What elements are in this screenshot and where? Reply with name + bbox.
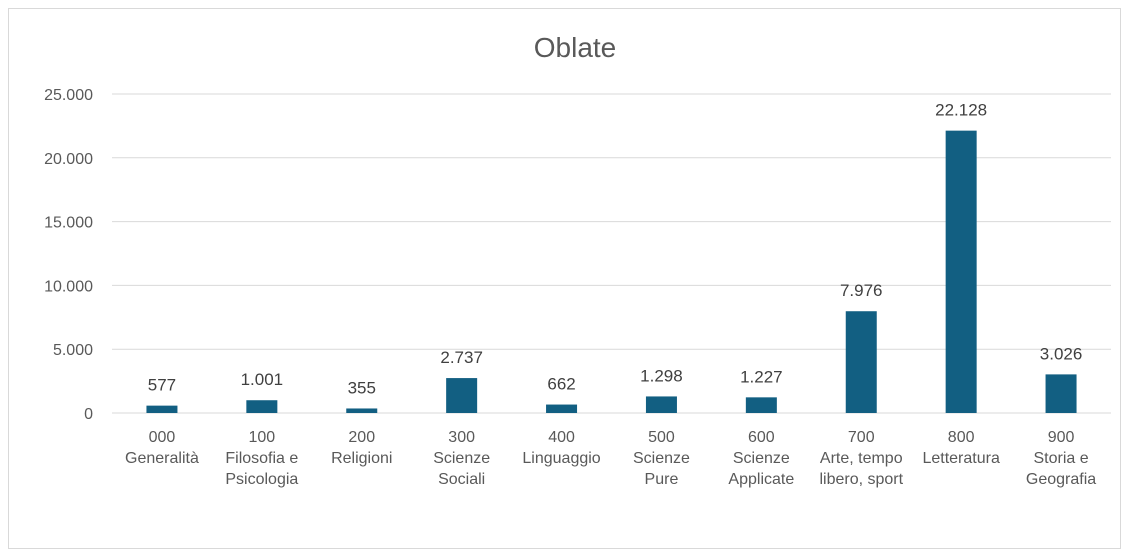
data-label: 662 (547, 375, 575, 394)
bar (246, 400, 278, 413)
x-tick-label: Storia e (1033, 450, 1088, 467)
y-tick-label: 15.000 (44, 215, 93, 232)
y-tick-label: 25.000 (44, 87, 93, 104)
y-tick-label: 0 (84, 406, 93, 423)
x-tick-label: Letteratura (922, 450, 999, 467)
x-tick-label: 000 (149, 429, 176, 446)
bar (645, 396, 677, 413)
bar (745, 397, 777, 413)
x-tick-label: 400 (548, 429, 575, 446)
x-tick-label: 800 (948, 429, 975, 446)
x-tick-label: Psicologia (225, 471, 298, 488)
y-tick-label: 20.000 (44, 151, 93, 168)
x-tick-label: Sociali (438, 471, 485, 488)
x-tick-label: 500 (648, 429, 675, 446)
data-label: 577 (148, 376, 176, 395)
bar (146, 405, 178, 413)
x-tick-label: Scienze (433, 450, 490, 467)
x-tick-label: Scienze (633, 450, 690, 467)
x-tick-label: 100 (248, 429, 275, 446)
y-tick-label: 5.000 (53, 342, 93, 359)
data-label: 355 (348, 378, 376, 397)
data-label: 1.227 (740, 367, 783, 386)
gridlines (112, 93, 1111, 414)
data-label: 7.976 (840, 281, 883, 300)
data-label: 1.298 (640, 366, 683, 385)
x-tick-label: Generalità (125, 450, 199, 467)
bar (845, 311, 877, 413)
bar (346, 408, 378, 413)
x-axis: 000 Generalità 100 Filosofia e Psicologia 200… (125, 429, 1096, 488)
bar (945, 130, 977, 413)
x-tick-label: Linguaggio (522, 450, 600, 467)
x-tick-label: Geografia (1026, 471, 1096, 488)
x-tick-label: Arte, tempo (820, 450, 903, 467)
data-label: 22.128 (935, 101, 987, 120)
chart-title: Oblate (534, 32, 617, 63)
data-label: 2.737 (440, 348, 483, 367)
bar (446, 378, 478, 413)
x-tick-label: 600 (748, 429, 775, 446)
x-tick-label: Applicate (728, 471, 794, 488)
data-label: 1.001 (241, 370, 284, 389)
x-tick-label: 700 (848, 429, 875, 446)
data-labels: 577 1.001 355 2.737 662 1.298 1.227 7.976 22.128… (148, 101, 1083, 398)
x-tick-label: Pure (645, 471, 679, 488)
bar (546, 404, 578, 413)
y-axis: 0 5.000 10.000 15.000 20.000 25.000 (44, 87, 93, 423)
x-tick-label: Filosofia e (225, 450, 298, 467)
chart-frame (8, 8, 1121, 549)
bars (146, 130, 1077, 413)
x-tick-label: 900 (1048, 429, 1075, 446)
data-label: 3.026 (1040, 344, 1083, 363)
x-tick-label: 200 (348, 429, 375, 446)
x-tick-label: Religioni (331, 450, 392, 467)
x-tick-label: libero, sport (819, 471, 903, 488)
bar (1045, 374, 1077, 413)
x-tick-label: Scienze (733, 450, 790, 467)
y-tick-label: 10.000 (44, 278, 93, 295)
x-tick-label: 300 (448, 429, 475, 446)
